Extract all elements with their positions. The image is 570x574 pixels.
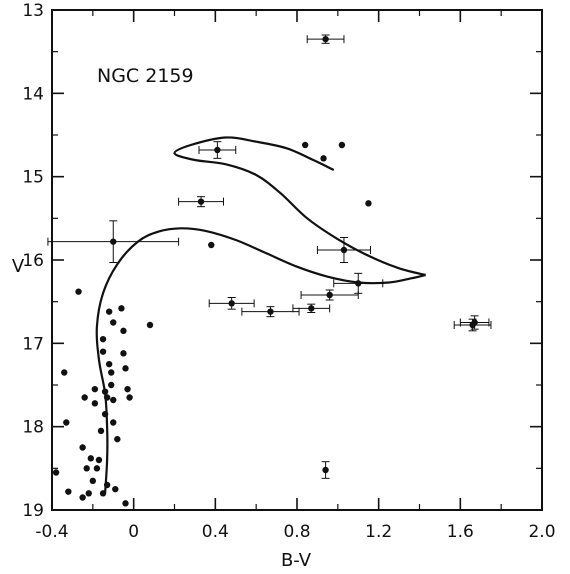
x-tick-label: -0.4 (35, 522, 68, 542)
y-tick-label: 19 (22, 501, 44, 521)
data-point (79, 494, 86, 501)
data-point (91, 400, 99, 407)
error-point-marker (340, 246, 348, 254)
y-axis-label: V (12, 256, 25, 277)
error-point-marker (355, 280, 362, 287)
error-bar-point (333, 272, 384, 294)
error-point-marker (197, 198, 205, 205)
data-point (95, 456, 103, 464)
data-point (120, 350, 127, 357)
error-point-marker (214, 146, 221, 154)
data-point (63, 419, 70, 426)
error-bar-point (459, 315, 490, 330)
x-tick-label: 2.0 (528, 522, 555, 542)
data-point (208, 241, 215, 249)
y-tick-label: 14 (22, 84, 44, 104)
data-point (103, 481, 111, 489)
error-bar-point (208, 297, 255, 310)
data-point (65, 488, 72, 495)
data-point (110, 319, 117, 326)
error-bar-point (300, 289, 359, 301)
y-tick-label: 15 (22, 168, 44, 188)
y-tick-label: 16 (22, 251, 44, 271)
data-point (118, 305, 125, 312)
error-point-marker (228, 300, 235, 307)
data-point (99, 348, 107, 355)
data-point (122, 500, 129, 507)
data-point (146, 321, 154, 329)
y-tick-label: 18 (22, 418, 44, 438)
error-bar-point (316, 237, 371, 263)
error-bar-points (47, 34, 492, 479)
data-point (110, 396, 117, 404)
data-point (87, 455, 94, 462)
data-point (81, 394, 88, 401)
error-bar-point (47, 220, 180, 263)
error-point-marker (322, 466, 329, 474)
data-point (93, 465, 101, 472)
data-point (110, 419, 117, 426)
error-bar-point (198, 141, 237, 159)
data-point (105, 308, 113, 315)
data-point (97, 427, 105, 435)
x-tick-label: 0.4 (202, 522, 229, 542)
isochrone-curve (95, 227, 426, 494)
data-point (108, 369, 115, 376)
error-point-marker (267, 308, 274, 315)
data-point (338, 141, 346, 149)
data-point (99, 490, 107, 497)
error-bar-point (306, 34, 345, 44)
data-point (91, 385, 99, 393)
data-point (126, 394, 133, 401)
error-point-marker (471, 319, 478, 326)
data-point (108, 381, 115, 389)
tick-labels: -0.4 0 0.4 0.8 1.2 1.6 2.0 13 14 15 16 17 18 19 (22, 1, 555, 542)
data-point (101, 410, 109, 418)
error-bar-point (241, 306, 300, 318)
data-point (85, 490, 92, 497)
data-point (112, 485, 119, 493)
x-tick-label: 1.2 (365, 522, 392, 542)
data-point (52, 469, 60, 476)
data-point (114, 435, 121, 443)
y-tick-label: 17 (22, 334, 44, 354)
y-tick-label: 13 (22, 1, 44, 21)
data-point (103, 394, 111, 401)
x-tick-label: 0 (128, 522, 139, 542)
error-point-marker (326, 291, 333, 299)
error-point-marker (110, 238, 117, 245)
data-point (365, 200, 372, 207)
error-bar-point (321, 461, 330, 479)
data-point (61, 369, 68, 376)
error-bar-point (292, 303, 331, 313)
isochrone-curves (95, 136, 426, 494)
cluster-annotation: NGC 2159 (97, 65, 194, 87)
error-point-marker (308, 305, 315, 312)
x-axis-label: B-V (281, 550, 312, 571)
data-point (79, 444, 86, 451)
data-point (320, 155, 327, 162)
data-point (105, 360, 113, 368)
x-tick-label: 0.8 (283, 522, 310, 542)
data-point (75, 288, 82, 295)
scatter-points (52, 141, 372, 507)
isochrone-curve (173, 136, 426, 277)
data-point (99, 335, 107, 343)
data-point (83, 465, 90, 472)
data-point (101, 388, 109, 395)
data-point (301, 141, 309, 149)
data-point (89, 477, 97, 485)
data-point (122, 365, 129, 372)
error-point-marker (322, 35, 329, 43)
error-bar-point (178, 196, 224, 208)
data-point (120, 327, 127, 335)
axis-ticks (51, 9, 543, 511)
x-tick-label: 1.6 (447, 522, 474, 542)
data-point (124, 385, 131, 393)
